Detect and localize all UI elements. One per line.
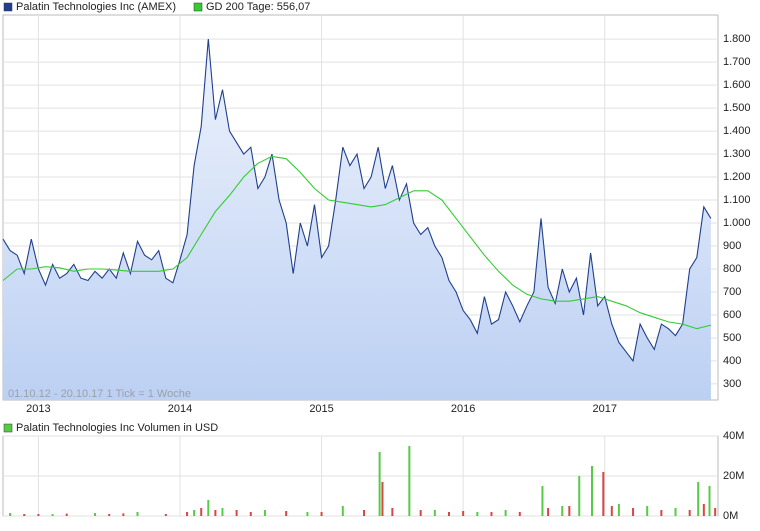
legend-swatch (3, 423, 13, 433)
volume-bar (632, 508, 635, 516)
volume-bar (263, 510, 266, 516)
volume-bar (476, 512, 479, 516)
y-tick-label: 300 (723, 378, 741, 390)
y-tick-label: 600 (723, 309, 741, 321)
y-tick-label: 1.200 (723, 171, 751, 183)
volume-bar (193, 510, 196, 516)
volume-bar (408, 446, 411, 516)
x-tick-label: 2014 (168, 403, 192, 415)
legend-swatch (193, 2, 203, 12)
y-tick-label: 1.000 (723, 217, 751, 229)
volume-bar (702, 504, 705, 516)
volume-bar (249, 512, 252, 516)
volume-bar (688, 510, 691, 516)
volume-bar (568, 506, 571, 516)
volume-bar (674, 508, 677, 516)
price-area (3, 39, 711, 400)
volume-bar (547, 508, 550, 516)
volume-bar (306, 512, 309, 516)
volume-bar (610, 506, 613, 516)
y-tick-label: 800 (723, 263, 741, 275)
y-tick-label: 900 (723, 240, 741, 252)
legend-label: Palatin Technologies Inc (AMEX) (16, 1, 176, 13)
volume-bar (122, 513, 125, 516)
volume-bar (708, 486, 711, 516)
volume-bar (235, 510, 238, 516)
y-tick-label: 1.100 (723, 194, 751, 206)
volume-bar (9, 513, 12, 516)
volume-bar (363, 510, 366, 516)
volume-bar (200, 508, 203, 516)
volume-bar (186, 512, 189, 516)
volume-bar (617, 504, 620, 516)
volume-bar (108, 514, 111, 516)
y-tick-label: 500 (723, 332, 741, 344)
x-tick-label: 2017 (592, 403, 616, 415)
x-tick-label: 2013 (26, 403, 50, 415)
volume-bar (419, 510, 422, 516)
volume-bar (23, 514, 26, 516)
y-tick-label: 1.600 (723, 79, 751, 91)
volume-bar (590, 466, 593, 516)
volume-bar (646, 506, 649, 516)
y-tick-label: 40M (723, 430, 744, 442)
x-tick-label: 2016 (451, 403, 475, 415)
volume-bar (94, 513, 97, 516)
volume-bar (164, 514, 167, 516)
y-tick-label: 1.500 (723, 102, 751, 114)
volume-bar (65, 513, 68, 516)
volume-bar (714, 508, 717, 516)
volume-bar (341, 506, 344, 516)
y-tick-label: 1.800 (723, 33, 751, 45)
volume-bar (320, 512, 323, 516)
volume-bar (578, 476, 581, 516)
volume-bar (136, 512, 139, 516)
y-tick-label: 0M (723, 510, 738, 522)
volume-bar (378, 452, 381, 516)
volume-bar (381, 482, 384, 516)
y-tick-label: 1.700 (723, 56, 751, 68)
volume-bar (214, 510, 217, 516)
volume-bar (51, 514, 54, 516)
y-tick-label: 20M (723, 470, 744, 482)
volume-title: Palatin Technologies Inc Volumen in USD (16, 422, 218, 434)
legend-label: GD 200 Tage: 556,07 (206, 1, 310, 13)
volume-bar (433, 510, 436, 516)
annotation: 01.10.12 - 20.10.17 1 Tick = 1 Woche (8, 388, 191, 400)
volume-bar (660, 510, 663, 516)
series-line (2, 155, 712, 330)
volume-bar (37, 514, 40, 516)
volume-bar (541, 486, 544, 516)
volume-bar (447, 512, 450, 516)
volume-bar (504, 510, 507, 516)
volume-bar (462, 511, 465, 516)
y-tick-label: 1.300 (723, 148, 751, 160)
volume-bar (391, 508, 394, 516)
volume-bar (490, 512, 493, 516)
volume-bar (518, 512, 521, 516)
volume-bar (221, 508, 224, 516)
legend-swatch (3, 2, 13, 12)
volume-bar (602, 472, 605, 516)
y-tick-label: 700 (723, 286, 741, 298)
series-line (2, 39, 712, 363)
volume-bar (285, 511, 288, 516)
volume-bar (561, 506, 564, 516)
y-tick-label: 400 (723, 355, 741, 367)
volume-bar (697, 482, 700, 516)
x-tick-label: 2015 (309, 403, 333, 415)
y-tick-label: 1.400 (723, 125, 751, 137)
volume-bar (207, 500, 210, 516)
